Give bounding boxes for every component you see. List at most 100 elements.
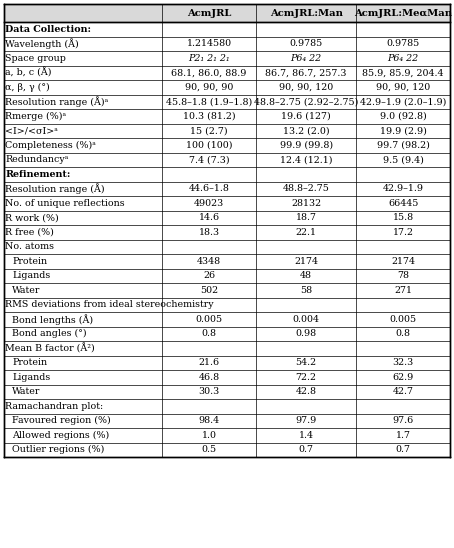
Text: 17.2: 17.2 — [393, 228, 414, 237]
Text: No. of unique reflections: No. of unique reflections — [5, 199, 125, 208]
Text: 4348: 4348 — [197, 257, 221, 266]
Text: 15.8: 15.8 — [393, 213, 414, 222]
Text: 28132: 28132 — [291, 199, 321, 208]
Text: <I>/<σI>ᵃ: <I>/<σI>ᵃ — [5, 126, 58, 135]
Text: Space group: Space group — [5, 54, 66, 63]
Text: AcmJRL:MeαMan: AcmJRL:MeαMan — [354, 9, 452, 18]
Text: Outlier regions (%): Outlier regions (%) — [12, 445, 104, 454]
Text: 90, 90, 120: 90, 90, 120 — [376, 83, 430, 92]
Text: 10.3 (81.2): 10.3 (81.2) — [183, 112, 236, 121]
Text: 9.0 (92.8): 9.0 (92.8) — [380, 112, 427, 121]
Text: 42.9–1.9 (2.0–1.9): 42.9–1.9 (2.0–1.9) — [360, 97, 446, 106]
Text: a, b, c (Å): a, b, c (Å) — [5, 67, 52, 78]
Text: 42.8: 42.8 — [296, 387, 317, 396]
Text: Water: Water — [12, 387, 40, 396]
Text: Favoured region (%): Favoured region (%) — [12, 416, 111, 425]
Text: Ligands: Ligands — [12, 271, 50, 280]
Text: 0.005: 0.005 — [390, 315, 417, 324]
Text: 13.2 (2.0): 13.2 (2.0) — [283, 126, 330, 135]
Text: Ramachandran plot:: Ramachandran plot: — [5, 402, 104, 411]
Text: 2174: 2174 — [391, 257, 415, 266]
Text: 32.3: 32.3 — [393, 358, 414, 367]
Text: 72.2: 72.2 — [296, 373, 317, 382]
Text: Ligands: Ligands — [12, 373, 50, 382]
Text: 98.4: 98.4 — [198, 416, 220, 425]
Text: 0.7: 0.7 — [396, 445, 411, 454]
Text: 100 (100): 100 (100) — [186, 141, 232, 150]
Text: 42.7: 42.7 — [393, 387, 414, 396]
Text: AcmJRL:Man: AcmJRL:Man — [270, 9, 343, 18]
Text: 1.214580: 1.214580 — [187, 39, 232, 48]
Text: 0.98: 0.98 — [296, 329, 317, 338]
Text: 19.9 (2.9): 19.9 (2.9) — [380, 126, 427, 135]
Text: 502: 502 — [200, 286, 218, 295]
Text: 271: 271 — [394, 286, 412, 295]
Text: 30.3: 30.3 — [198, 387, 220, 396]
Text: 48.8–2.75: 48.8–2.75 — [283, 184, 330, 193]
Text: 18.3: 18.3 — [198, 228, 220, 237]
Text: Resolution range (Å): Resolution range (Å) — [5, 184, 105, 194]
Text: 26: 26 — [203, 271, 215, 280]
Text: 0.005: 0.005 — [196, 315, 223, 324]
Text: Data Collection:: Data Collection: — [5, 25, 91, 34]
Text: Rmerge (%)ᵃ: Rmerge (%)ᵃ — [5, 112, 66, 121]
Text: 1.0: 1.0 — [202, 431, 217, 439]
Text: 58: 58 — [300, 286, 312, 295]
Text: 48: 48 — [300, 271, 312, 280]
Text: 2174: 2174 — [294, 257, 318, 266]
Text: Bond lengths (Å): Bond lengths (Å) — [12, 314, 93, 324]
Text: 1.4: 1.4 — [299, 431, 314, 439]
Text: Refinement:: Refinement: — [5, 170, 71, 179]
Text: P6₄ 22: P6₄ 22 — [388, 54, 419, 63]
Text: RMS deviations from ideal stereochemistry: RMS deviations from ideal stereochemistr… — [5, 300, 214, 309]
Text: 21.6: 21.6 — [198, 358, 220, 367]
Text: Mean B factor (Å²): Mean B factor (Å²) — [5, 343, 95, 353]
Text: 0.9785: 0.9785 — [290, 39, 323, 48]
Text: 0.004: 0.004 — [293, 315, 320, 324]
Text: Allowed regions (%): Allowed regions (%) — [12, 431, 109, 440]
Text: 0.5: 0.5 — [202, 445, 217, 454]
Text: 86.7, 86.7, 257.3: 86.7, 86.7, 257.3 — [266, 68, 347, 77]
Text: Redundancyᵃ: Redundancyᵃ — [5, 155, 69, 164]
Text: R free (%): R free (%) — [5, 228, 54, 237]
Text: 1.7: 1.7 — [396, 431, 411, 439]
Text: α, β, γ (°): α, β, γ (°) — [5, 83, 50, 92]
Text: Protein: Protein — [12, 358, 47, 367]
Text: Wavelength (Å): Wavelength (Å) — [5, 38, 79, 49]
Text: 54.2: 54.2 — [296, 358, 317, 367]
Text: 99.7 (98.2): 99.7 (98.2) — [377, 141, 429, 150]
Text: 62.9: 62.9 — [393, 373, 414, 382]
Text: 0.8: 0.8 — [396, 329, 411, 338]
Text: 68.1, 86.0, 88.9: 68.1, 86.0, 88.9 — [172, 68, 247, 77]
Text: 12.4 (12.1): 12.4 (12.1) — [280, 155, 332, 164]
Text: 49023: 49023 — [194, 199, 224, 208]
Text: Protein: Protein — [12, 257, 47, 266]
Text: 19.6 (127): 19.6 (127) — [281, 112, 331, 121]
Text: 90, 90, 120: 90, 90, 120 — [279, 83, 333, 92]
Text: Completeness (%)ᵃ: Completeness (%)ᵃ — [5, 141, 96, 150]
Bar — [4, 4, 450, 22]
Text: 7.4 (7.3): 7.4 (7.3) — [189, 155, 229, 164]
Text: 0.7: 0.7 — [299, 445, 314, 454]
Text: Water: Water — [12, 286, 40, 295]
Text: 46.8: 46.8 — [198, 373, 220, 382]
Text: 0.9785: 0.9785 — [386, 39, 420, 48]
Text: 66445: 66445 — [388, 199, 418, 208]
Text: 0.8: 0.8 — [202, 329, 217, 338]
Text: 15 (2.7): 15 (2.7) — [190, 126, 228, 135]
Text: 42.9–1.9: 42.9–1.9 — [383, 184, 424, 193]
Text: 78: 78 — [397, 271, 409, 280]
Text: AcmJRL: AcmJRL — [187, 9, 232, 18]
Text: P6₄ 22: P6₄ 22 — [291, 54, 322, 63]
Text: R work (%): R work (%) — [5, 213, 59, 222]
Text: 18.7: 18.7 — [296, 213, 317, 222]
Text: 90, 90, 90: 90, 90, 90 — [185, 83, 233, 92]
Text: No. atoms: No. atoms — [5, 242, 54, 251]
Text: 48.8–2.75 (2.92–2.75): 48.8–2.75 (2.92–2.75) — [254, 97, 358, 106]
Text: 22.1: 22.1 — [296, 228, 317, 237]
Text: 9.5 (9.4): 9.5 (9.4) — [383, 155, 424, 164]
Text: 14.6: 14.6 — [198, 213, 220, 222]
Text: 45.8–1.8 (1.9–1.8): 45.8–1.8 (1.9–1.8) — [166, 97, 252, 106]
Text: 44.6–1.8: 44.6–1.8 — [189, 184, 230, 193]
Text: 85.9, 85.9, 204.4: 85.9, 85.9, 204.4 — [362, 68, 444, 77]
